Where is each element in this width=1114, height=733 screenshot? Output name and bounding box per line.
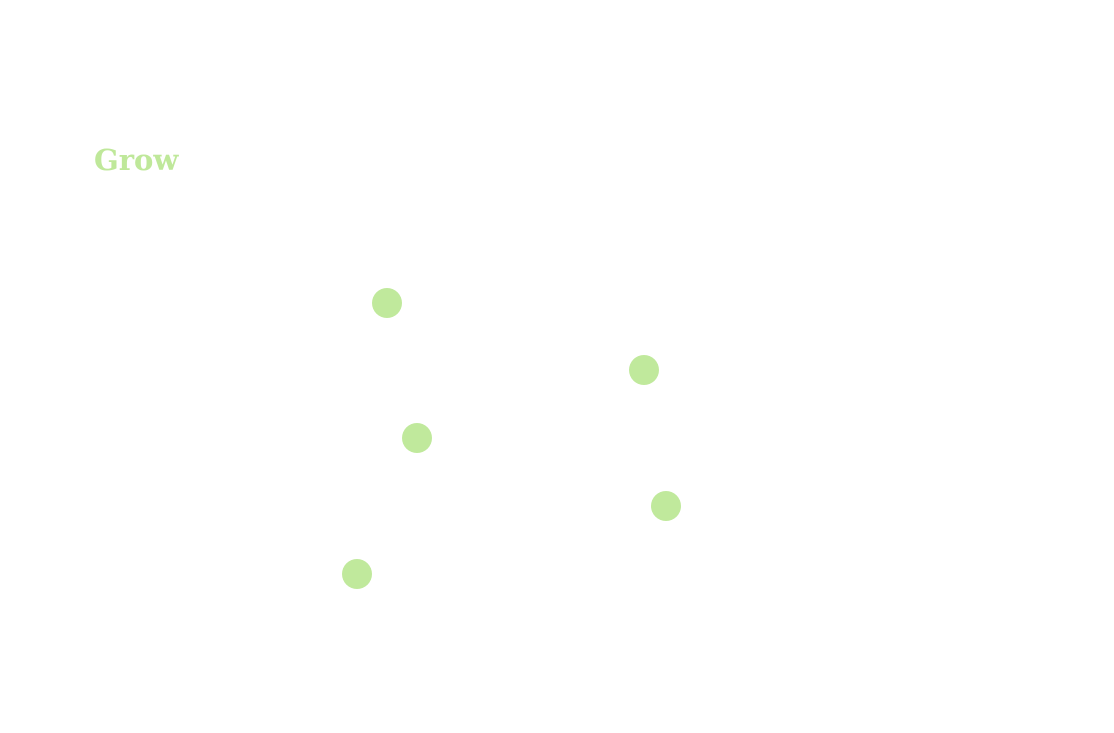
dot	[372, 288, 402, 318]
dot	[402, 423, 432, 453]
dot	[651, 491, 681, 521]
page-title: Grow	[94, 143, 179, 177]
dot	[629, 355, 659, 385]
dot	[342, 559, 372, 589]
